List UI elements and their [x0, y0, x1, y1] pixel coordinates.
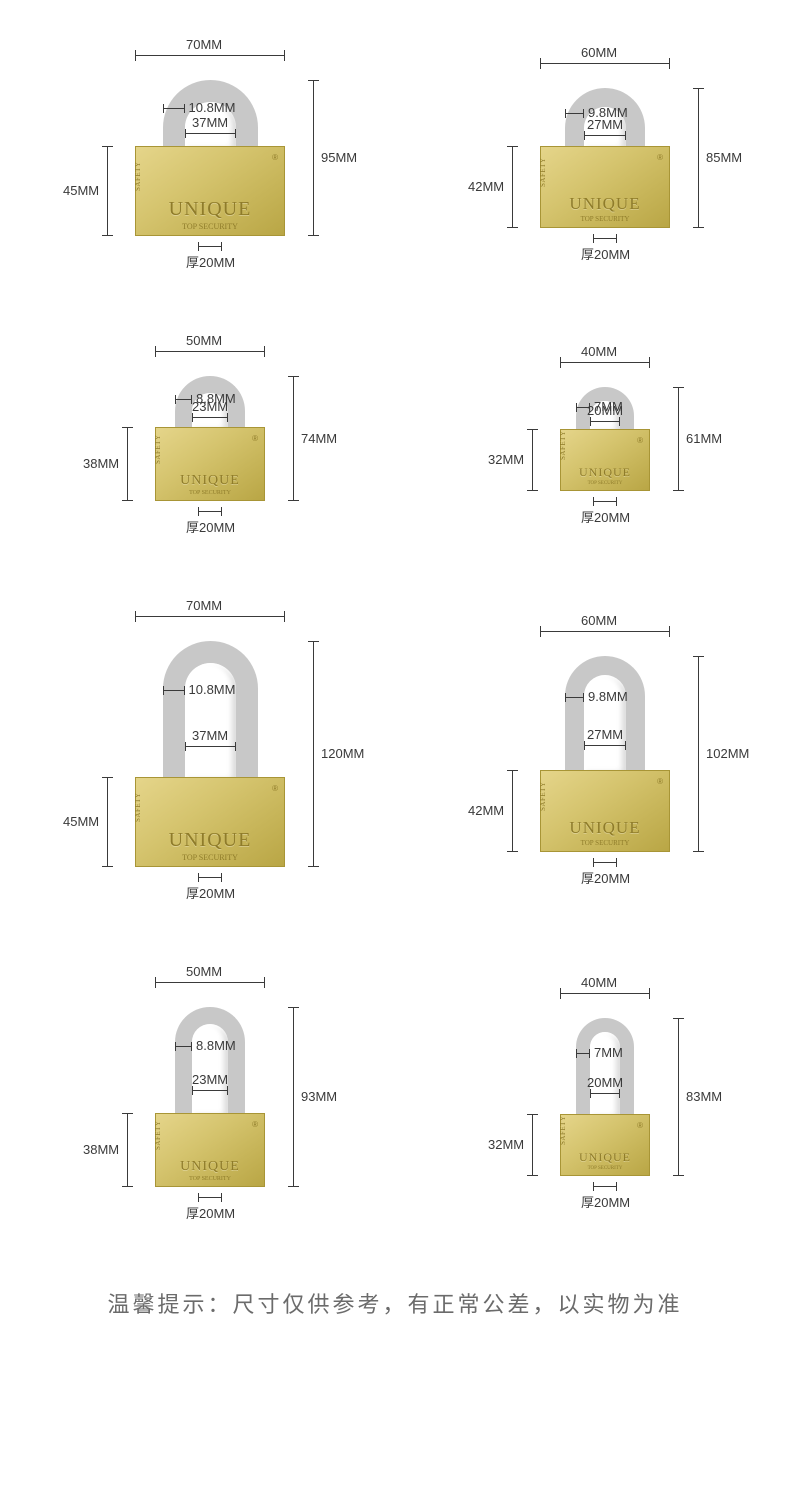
dim-body-height: 38MM	[83, 1142, 119, 1157]
dim-body-height: 38MM	[83, 456, 119, 471]
dim-body-height: 32MM	[488, 1137, 524, 1152]
padlock-icon: UNIQUETOP SECURITYSAFETY®	[540, 656, 670, 852]
dim-body-height: 45MM	[63, 183, 99, 198]
brand-text: UNIQUE	[180, 1159, 240, 1175]
dim-total-height: 61MM	[686, 431, 722, 446]
brand-text: UNIQUE	[569, 194, 640, 214]
footer-note: 温馨提示：尺寸仅供参考，有正常公差，以实物为准	[0, 1287, 790, 1319]
dim-gap: 27MM	[587, 727, 623, 742]
dim-gap: 20MM	[587, 1075, 623, 1090]
dim-total-height: 102MM	[706, 746, 749, 761]
padlock-spec-3: UNIQUETOP SECURITYSAFETY®40MM61MM32MM20M…	[395, 326, 790, 551]
subtitle-text: TOP SECURITY	[588, 481, 623, 486]
dim-total-height: 74MM	[301, 431, 337, 446]
dim-thickness: 厚20MM	[186, 517, 235, 536]
dim-width: 40MM	[581, 975, 617, 990]
padlock-spec-7: UNIQUETOP SECURITYSAFETY® 40MM 83MM 32MM 20M…	[395, 957, 790, 1237]
padlock-spec-2: UNIQUETOP SECURITYSAFETY®50MM74MM38MM23M…	[0, 326, 395, 551]
dim-gap: 37MM	[192, 728, 228, 743]
subtitle-text: TOP SECURITY	[189, 490, 231, 496]
dim-total-height: 93MM	[301, 1089, 337, 1104]
dim-width: 70MM	[186, 37, 222, 52]
dim-width: 60MM	[581, 613, 617, 628]
dim-total-height: 95MM	[321, 150, 357, 165]
dim-body-height: 45MM	[63, 814, 99, 829]
dim-shackle-diameter: 8.8MM	[196, 391, 236, 406]
padlock-icon: UNIQUETOP SECURITYSAFETY®	[135, 641, 285, 867]
subtitle-text: TOP SECURITY	[588, 1166, 623, 1171]
padlock-spec-6: UNIQUETOP SECURITYSAFETY® 50MM 93MM 38MM 23M…	[0, 957, 395, 1237]
dim-body-height: 42MM	[468, 179, 504, 194]
dim-shackle-diameter: 9.8MM	[588, 105, 628, 120]
dim-thickness: 厚20MM	[581, 868, 630, 887]
dim-shackle-diameter: 8.8MM	[196, 1038, 236, 1053]
dim-width: 50MM	[186, 333, 222, 348]
brand-text: UNIQUE	[569, 818, 640, 838]
dim-shackle-diameter: 10.8MM	[189, 682, 236, 697]
dim-width: 40MM	[581, 344, 617, 359]
subtitle-text: TOP SECURITY	[182, 853, 238, 862]
padlock-icon: UNIQUETOP SECURITYSAFETY®	[560, 1018, 650, 1176]
dim-thickness: 厚20MM	[581, 1192, 630, 1211]
subtitle-text: TOP SECURITY	[581, 215, 630, 223]
dim-shackle-diameter: 10.8MM	[189, 100, 236, 115]
padlock-spec-0: UNIQUETOP SECURITYSAFETY®70MM95MM45MM37M…	[0, 30, 395, 286]
brand-text: UNIQUE	[169, 829, 252, 852]
brand-text: UNIQUE	[169, 198, 252, 221]
subtitle-text: TOP SECURITY	[189, 1176, 231, 1182]
dim-thickness: 厚20MM	[581, 507, 630, 526]
dim-total-height: 85MM	[706, 150, 742, 165]
brand-text: UNIQUE	[180, 473, 240, 489]
dim-body-height: 42MM	[468, 803, 504, 818]
dim-width: 50MM	[186, 964, 222, 979]
dim-thickness: 厚20MM	[186, 252, 235, 271]
padlock-spec-4: UNIQUETOP SECURITYSAFETY® 70MM 120MM 45MM 37…	[0, 591, 395, 917]
dim-total-height: 120MM	[321, 746, 364, 761]
padlock-spec-1: UNIQUETOP SECURITYSAFETY®60MM85MM42MM27M…	[395, 30, 790, 286]
dim-thickness: 厚20MM	[186, 1203, 235, 1222]
brand-text: UNIQUE	[579, 465, 631, 480]
dim-width: 60MM	[581, 45, 617, 60]
dim-total-height: 83MM	[686, 1089, 722, 1104]
dim-shackle-diameter: 7MM	[594, 1045, 623, 1060]
dim-shackle-diameter: 9.8MM	[588, 689, 628, 704]
dim-body-height: 32MM	[488, 452, 524, 467]
padlock-spec-grid: UNIQUETOP SECURITYSAFETY® 70MM 95MM 45MM 37M…	[0, 30, 790, 1237]
subtitle-text: TOP SECURITY	[182, 222, 238, 231]
brand-text: UNIQUE	[579, 1150, 631, 1165]
dim-gap: 37MM	[192, 115, 228, 130]
padlock-icon: UNIQUETOP SECURITYSAFETY®	[155, 1007, 265, 1187]
dim-shackle-diameter: 7MM	[594, 399, 623, 414]
dim-gap: 23MM	[192, 1072, 228, 1087]
padlock-spec-5: UNIQUETOP SECURITYSAFETY® 60MM 102MM 42MM 27…	[395, 591, 790, 917]
subtitle-text: TOP SECURITY	[581, 839, 630, 847]
dim-thickness: 厚20MM	[581, 244, 630, 263]
dim-width: 70MM	[186, 598, 222, 613]
dim-thickness: 厚20MM	[186, 883, 235, 902]
